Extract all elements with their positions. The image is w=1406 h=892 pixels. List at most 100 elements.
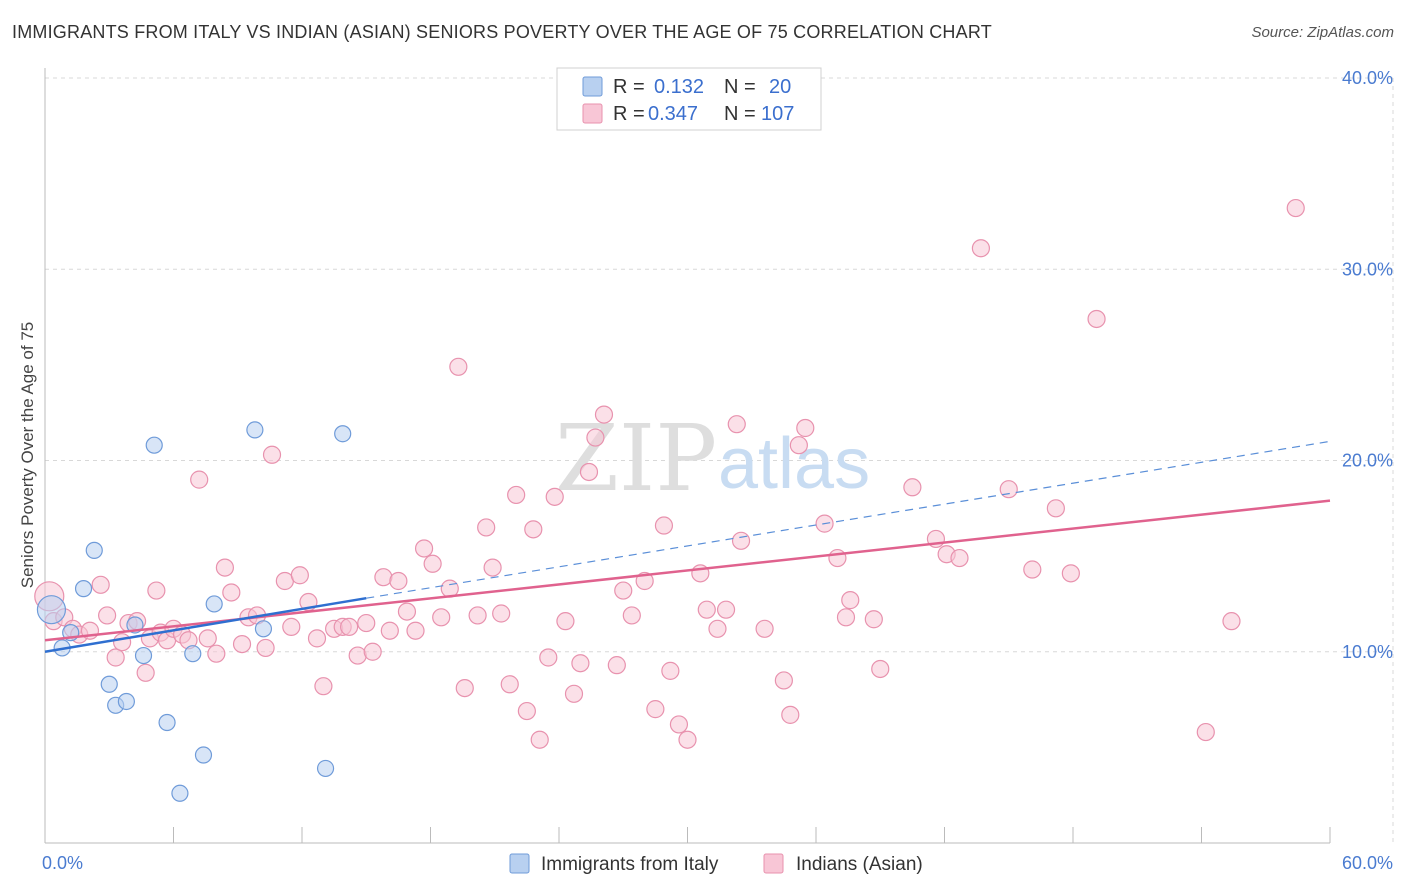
indians-point [646, 700, 665, 719]
indians-point [789, 436, 808, 455]
indians-point [755, 619, 774, 638]
bottom-legend-italy-label: Immigrants from Italy [541, 854, 719, 875]
indians-point [106, 648, 125, 667]
indians-point [678, 730, 697, 749]
indians-point [500, 675, 519, 694]
indians-point [774, 671, 793, 690]
indians-point [727, 415, 746, 434]
indians-point [556, 612, 575, 631]
indians-point [971, 239, 991, 258]
italy-point [316, 759, 335, 778]
legend-r-label-2: R = [613, 103, 645, 125]
indians-point [871, 659, 890, 679]
bottom-legend-swatch-indians [763, 853, 784, 874]
indians-point [999, 480, 1018, 499]
indians-point [530, 730, 549, 749]
italy-trend-extension [366, 440, 1331, 599]
indians-point [1222, 612, 1241, 631]
indians-point [524, 520, 543, 539]
indians-point [112, 633, 132, 652]
legend-r-value-2: 0.347 [648, 103, 698, 125]
indians-point [1061, 564, 1080, 583]
italy-point [117, 692, 135, 711]
indians-point [903, 478, 922, 497]
x-tick-label-max: 60.0% [1342, 853, 1393, 873]
italy-point [36, 595, 67, 625]
indians-point [477, 518, 496, 537]
indians-point [1046, 499, 1065, 518]
italy-point [334, 425, 352, 443]
source-credit: Source: ZipAtlas.com [1251, 24, 1394, 41]
indians-point [836, 608, 856, 627]
indians-point [545, 487, 564, 506]
indians-point [841, 591, 860, 610]
trend-lines [44, 440, 1331, 653]
indians-point [564, 684, 584, 703]
indians-point [282, 617, 301, 636]
indians-point [594, 405, 614, 424]
indians-point [1087, 309, 1106, 329]
indians-point [654, 516, 674, 535]
indians-point [136, 663, 155, 682]
legend-r-value-1: 0.132 [654, 76, 704, 98]
italy-point [74, 580, 93, 598]
italy-trend-line [44, 596, 367, 653]
y-tick-label: 20.0% [1342, 451, 1393, 471]
y-axis-label: Seniors Poverty Over the Age of 75 [18, 322, 37, 588]
legend-n-value-2: 107 [761, 103, 794, 125]
indians-point [828, 548, 847, 568]
indians-point [586, 428, 605, 447]
indians-point [716, 600, 736, 619]
italy-point [184, 645, 202, 663]
indians-point [661, 661, 680, 680]
indians-point [1196, 722, 1215, 742]
indians-point [864, 610, 883, 629]
indians-point [708, 619, 727, 638]
indians-point [614, 581, 633, 600]
indians-point [348, 646, 367, 665]
indians-point [207, 644, 226, 663]
y-tick-label: 30.0% [1342, 259, 1393, 279]
indians-point [507, 485, 526, 505]
indians-point [389, 571, 408, 591]
indians-point [340, 617, 359, 636]
bottom-legend: Immigrants from Italy Indians (Asian) [509, 853, 923, 875]
axes [44, 68, 1331, 844]
indians-point [781, 705, 800, 724]
indians-point [232, 634, 252, 654]
watermark: ZIP atlas [555, 405, 870, 512]
indians-point [1023, 560, 1042, 579]
indians-point [432, 608, 451, 627]
indians-point [262, 445, 282, 464]
watermark-zip: ZIP [555, 405, 717, 512]
indians-point [669, 715, 689, 734]
indians-point [363, 642, 382, 661]
indians-point [1286, 198, 1305, 218]
legend-n-label-2: N = [724, 103, 756, 125]
watermark-atlas: atlas [718, 424, 870, 504]
indians-point [539, 648, 558, 667]
indians-point [307, 629, 327, 648]
indians-point [449, 357, 468, 376]
indians-point [517, 701, 536, 721]
indians-point [414, 539, 434, 558]
italy-point [134, 646, 153, 665]
indians-point [91, 575, 110, 594]
indians-point [579, 462, 599, 482]
series-indians-points [34, 198, 1305, 749]
legend-n-label-1: N = [724, 76, 756, 98]
indians-point [406, 621, 425, 640]
indians-point [357, 613, 376, 633]
indians-point [423, 554, 442, 573]
italy-point [85, 541, 103, 559]
indians-point [492, 604, 511, 623]
indians-point [314, 677, 333, 696]
indians-point [98, 606, 117, 625]
indians-point [455, 678, 474, 698]
legend-swatch-italy [582, 76, 603, 97]
italy-point [254, 620, 273, 638]
indians-point [215, 558, 234, 577]
chart-title: IMMIGRANTS FROM ITALY VS INDIAN (ASIAN) … [12, 22, 992, 42]
italy-point [194, 746, 213, 764]
